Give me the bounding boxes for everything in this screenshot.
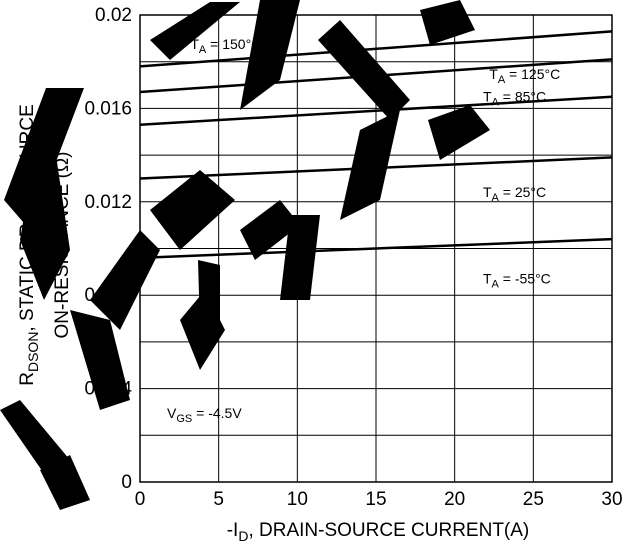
series-line-0 (139, 30, 613, 68)
watermark-stroke-16 (0, 400, 70, 475)
x-axis-label: -ID, DRAIN-SOURCE CURRENT(A) (227, 520, 530, 544)
y-tick-labels: 0 0.004 0.008 0.012 0.016 0.02 (84, 5, 132, 493)
watermark-stroke-5 (318, 20, 410, 120)
series-label-4: TA = -55°C (483, 271, 551, 291)
watermark-stroke-15 (240, 200, 300, 260)
watermark-stroke-10 (90, 230, 160, 330)
watermark-stroke-13 (280, 215, 320, 300)
y-tick-label-4: 0.016 (84, 98, 132, 119)
series-label-1: TA = 125°C (489, 66, 560, 86)
x-tick-label-0: 0 (135, 489, 146, 510)
x-tick-label-3: 15 (365, 489, 386, 510)
watermark-stroke-4 (240, 0, 300, 110)
y-tick-label-1: 0.004 (84, 379, 132, 400)
watermark-stroke-2 (20, 88, 70, 300)
plot-frame (139, 14, 613, 483)
watermark-stroke-17 (40, 455, 90, 510)
y-tick-label-3: 0.012 (84, 192, 132, 213)
y-tick-label-5: 0.02 (95, 5, 132, 26)
x-tick-label-1: 5 (213, 489, 224, 510)
series-label-0: TA = 150°C (190, 36, 261, 56)
x-tick-label-6: 30 (601, 489, 622, 510)
watermark-stroke-9 (150, 170, 235, 250)
series-lines (139, 30, 613, 260)
watermark-stroke-6 (340, 110, 400, 220)
series-line-4 (139, 237, 613, 260)
x-tick-label-2: 10 (287, 489, 308, 510)
vgs-condition-label: VGS = -4.5V (167, 405, 242, 425)
y-axis-label-line2: ON-RESISTANCE (Ω) (52, 152, 73, 339)
x-tick-labels: 0 5 10 15 20 25 30 (135, 489, 623, 510)
series-line-1 (139, 58, 613, 94)
x-tick-label-4: 20 (444, 489, 465, 510)
watermark-stroke-8 (428, 105, 490, 160)
watermark-stroke-3 (150, 2, 240, 60)
y-tick-label-0: 0 (121, 472, 132, 493)
series-label-3: TA = 25°C (483, 184, 546, 204)
series-line-3 (139, 156, 613, 180)
series-annotations: TA = 150°C TA = 125°CTA = 85°C TA = 25°C TA… (190, 36, 560, 291)
watermark (0, 0, 490, 510)
series-line-2 (139, 95, 613, 126)
series-label-2: TA = 85°C (483, 88, 546, 108)
watermark-stroke-7 (420, 0, 475, 45)
watermark-stroke-11 (70, 310, 130, 410)
plot-border (139, 14, 613, 483)
y-axis-label-line1: RDSON, STATIC DRAIN-SOURCE (17, 104, 41, 386)
y-tick-label-2: 0.008 (84, 285, 132, 306)
x-tick-label-5: 25 (523, 489, 544, 510)
